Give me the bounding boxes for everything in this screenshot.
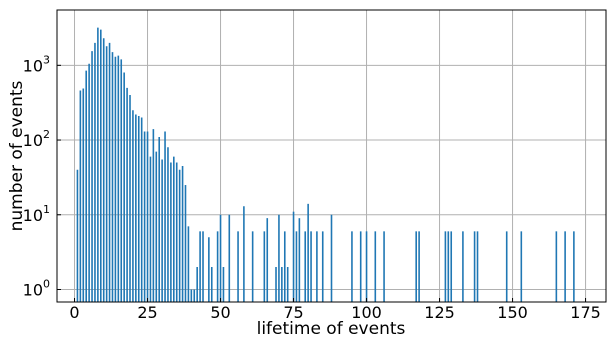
x-tick-label: 150 (497, 303, 528, 322)
x-tick-label: 50 (210, 303, 230, 322)
y-tick-label: 101 (23, 203, 50, 225)
x-tick-label: 75 (283, 303, 303, 322)
y-tick-label: 100 (23, 277, 50, 299)
x-axis-ticks: 0 25 50 75 100 125 150 175 (69, 298, 601, 322)
y-tick-label: 102 (23, 128, 50, 150)
x-axis-label: lifetime of events (257, 319, 406, 339)
x-tick-label: 175 (570, 303, 601, 322)
x-tick-label: 100 (351, 303, 382, 322)
y-axis-ticks: 100 101 102 103 (23, 53, 61, 299)
y-axis-label: number of events (7, 80, 27, 231)
x-tick-label: 25 (137, 303, 157, 322)
bars (76, 27, 575, 302)
x-tick-label: 125 (424, 303, 455, 322)
y-tick-label: 103 (23, 53, 50, 75)
x-tick-label: 0 (69, 303, 79, 322)
plot-frame (56, 9, 607, 303)
